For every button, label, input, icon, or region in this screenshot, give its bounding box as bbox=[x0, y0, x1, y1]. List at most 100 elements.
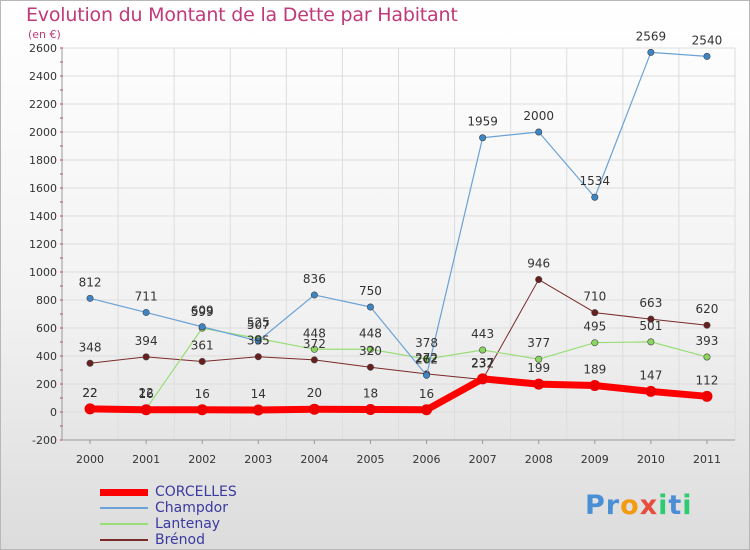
series-line-lantenay bbox=[89, 327, 708, 410]
y-tick-label: 0 bbox=[50, 406, 57, 419]
data-point bbox=[254, 353, 262, 361]
data-label: 2000 bbox=[523, 109, 554, 123]
data-point bbox=[479, 346, 487, 354]
data-label: 20 bbox=[307, 386, 322, 400]
y-tick-label: 2600 bbox=[29, 42, 57, 55]
data-point bbox=[308, 403, 320, 415]
y-tick-label: 1200 bbox=[29, 238, 57, 251]
series-line-champdor bbox=[89, 51, 708, 376]
data-point bbox=[479, 134, 487, 142]
data-label: 525 bbox=[247, 316, 270, 330]
data-label: 663 bbox=[639, 296, 662, 310]
data-label: 812 bbox=[79, 275, 102, 289]
data-label: 1959 bbox=[467, 115, 498, 129]
logo-letter: P bbox=[585, 490, 606, 521]
data-point bbox=[196, 404, 208, 416]
x-tick-label: 2007 bbox=[469, 453, 497, 466]
data-label: 18 bbox=[363, 386, 378, 400]
data-point bbox=[533, 378, 545, 390]
y-tick-label: 2000 bbox=[29, 126, 57, 139]
data-label: 147 bbox=[639, 368, 662, 382]
y-tick-label: 1600 bbox=[29, 182, 57, 195]
data-point bbox=[591, 339, 599, 347]
data-point bbox=[591, 193, 599, 201]
legend-item: Lantenay bbox=[100, 516, 360, 532]
data-label: 320 bbox=[359, 344, 382, 358]
data-label: 711 bbox=[135, 289, 158, 303]
data-point bbox=[140, 404, 152, 416]
x-tick-label: 2008 bbox=[525, 453, 553, 466]
data-label: 609 bbox=[191, 304, 214, 318]
logo-letter: i bbox=[658, 490, 669, 521]
data-label: 232 bbox=[471, 357, 494, 371]
data-point bbox=[647, 315, 655, 323]
data-label: 378 bbox=[415, 336, 438, 350]
x-tick-label: 2011 bbox=[693, 453, 721, 466]
data-label: 448 bbox=[303, 326, 326, 340]
legend-item: Brénod bbox=[100, 532, 360, 548]
data-point bbox=[535, 128, 543, 136]
legend-swatch bbox=[100, 523, 148, 525]
data-point bbox=[423, 355, 431, 363]
data-point bbox=[703, 353, 711, 361]
data-label: 16 bbox=[419, 387, 434, 401]
data-label: 16 bbox=[138, 387, 153, 401]
data-label: 22 bbox=[82, 386, 97, 400]
data-label: 272 bbox=[415, 351, 438, 365]
data-point bbox=[310, 356, 318, 364]
data-label: 836 bbox=[303, 272, 326, 286]
x-tick-label: 2001 bbox=[132, 453, 160, 466]
chart-title: Evolution du Montant de la Dette par Hab… bbox=[26, 4, 458, 26]
legend-swatch bbox=[100, 507, 148, 509]
data-point bbox=[84, 403, 96, 415]
logo-letter: x bbox=[639, 490, 659, 521]
y-tick-label: 2200 bbox=[29, 98, 57, 111]
data-label: 112 bbox=[696, 373, 719, 387]
data-label: 14 bbox=[251, 387, 266, 401]
data-label: 199 bbox=[527, 361, 550, 375]
y-tick-label: 1000 bbox=[29, 266, 57, 279]
chart-legend: CORCELLES Champdor Lantenay Brénod bbox=[100, 484, 360, 548]
legend-swatch bbox=[100, 488, 148, 496]
logo-letter: r bbox=[605, 490, 621, 521]
proxiti-logo: Proxiti bbox=[585, 490, 693, 521]
data-label: 372 bbox=[303, 337, 326, 351]
data-point bbox=[310, 291, 318, 299]
data-point bbox=[142, 308, 150, 316]
y-tick-label: 1800 bbox=[29, 154, 57, 167]
data-label: 394 bbox=[135, 334, 158, 348]
y-tick-label: -200 bbox=[32, 434, 57, 447]
data-point bbox=[198, 357, 206, 365]
legend-item: Champdor bbox=[100, 500, 360, 516]
data-label: 22 bbox=[138, 386, 153, 400]
data-label: 189 bbox=[583, 363, 606, 377]
data-label: 620 bbox=[696, 302, 719, 316]
x-tick-label: 2002 bbox=[188, 453, 216, 466]
x-tick-label: 2009 bbox=[581, 453, 609, 466]
data-point bbox=[421, 404, 433, 416]
data-point bbox=[701, 390, 713, 402]
data-point bbox=[310, 345, 318, 353]
y-tick-label: 400 bbox=[36, 350, 57, 363]
data-point bbox=[366, 303, 374, 311]
data-point bbox=[86, 294, 94, 302]
legend-swatch bbox=[100, 539, 148, 541]
data-label: 946 bbox=[527, 257, 550, 271]
series-line-corcelles bbox=[86, 375, 711, 414]
data-point bbox=[423, 371, 431, 379]
legend-label: Brénod bbox=[155, 532, 205, 548]
data-label: 495 bbox=[583, 320, 606, 334]
y-tick-label: 600 bbox=[36, 322, 57, 335]
data-point bbox=[535, 355, 543, 363]
data-label: 237 bbox=[471, 356, 494, 370]
series-line-br-nod bbox=[89, 279, 708, 381]
data-point bbox=[703, 321, 711, 329]
data-point bbox=[535, 276, 543, 284]
data-label: 348 bbox=[79, 340, 102, 354]
data-point bbox=[198, 323, 206, 331]
data-label: 1534 bbox=[580, 174, 611, 188]
x-tick-label: 2000 bbox=[76, 453, 104, 466]
data-label: 750 bbox=[359, 284, 382, 298]
data-point bbox=[252, 404, 264, 416]
chart-unit: (en €) bbox=[28, 28, 61, 41]
